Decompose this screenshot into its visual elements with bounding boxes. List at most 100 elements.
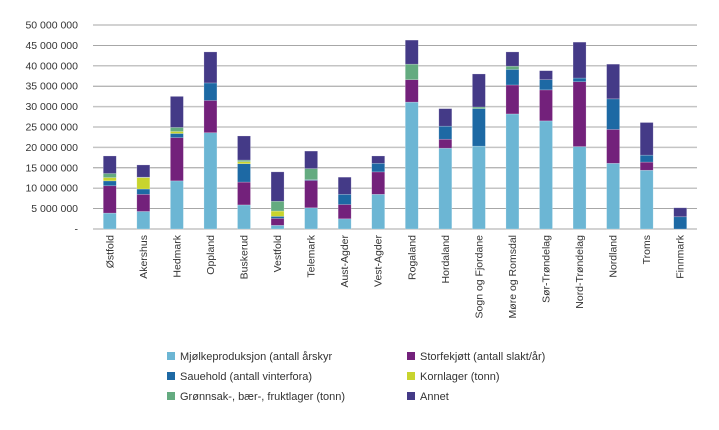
legend-label: Mjølkeproduksjon (antall årskyr (180, 351, 333, 363)
bar-segment-akershus-2 (137, 189, 150, 194)
x-tick-label: Sør-Trøndelag (541, 235, 553, 303)
bar-segment-hedmark-4 (170, 127, 183, 131)
bar-segment-nord-trøndelag-2 (573, 78, 586, 82)
y-tick-label: 40 000 000 (25, 60, 78, 72)
bars (103, 40, 686, 229)
x-tick-label: Nord-Trøndelag (574, 235, 586, 309)
legend-label: Sauehold (antall vinterfora) (180, 371, 312, 383)
x-tick-label: Møre og Romsdal (507, 235, 519, 318)
x-tick-label: Hedmark (171, 234, 183, 277)
bar-segment-buskerud-3 (238, 162, 251, 164)
bar-segment-vestfold-5 (271, 172, 284, 201)
y-tick-label: 15 000 000 (25, 162, 78, 174)
bar-segment-hordaland-0 (439, 148, 452, 229)
bar-segment-vest-agder-5 (372, 156, 385, 163)
x-tick-label: Nordland (608, 235, 620, 278)
bar-segment-hordaland-2 (439, 126, 452, 139)
bar-segment-østfold-4 (103, 174, 116, 178)
bar-segment-rogaland-0 (405, 102, 418, 229)
x-tick-label: Vest-Agder (373, 235, 385, 287)
bar-segment-oppland-0 (204, 133, 217, 229)
bar-segment-aust-agder-0 (338, 219, 351, 229)
bar-segment-nordland-2 (607, 99, 620, 130)
x-tick-label: Akershus (138, 235, 150, 279)
bar-segment-troms-2 (640, 155, 653, 162)
bar-segment-nordland-0 (607, 163, 620, 229)
legend-swatch (407, 372, 415, 380)
x-tick-label: Rogaland (406, 235, 418, 280)
y-tick-label: 5 000 000 (31, 203, 78, 215)
y-tick-label: - (75, 224, 79, 236)
bar-segment-sogn-og-fjordane-5 (472, 74, 485, 107)
bar-segment-telemark-1 (305, 180, 318, 207)
legend-swatch (407, 352, 415, 360)
bar-segment-troms-1 (640, 162, 653, 170)
bar-segment-rogaland-1 (405, 80, 418, 102)
x-tick-label: Hordaland (440, 235, 452, 284)
bar-segment-hedmark-5 (170, 96, 183, 127)
x-tick-label: Østfold (104, 235, 116, 268)
bar-segment-møre-og-romsdal-4 (506, 66, 519, 69)
y-tick-label: 50 000 000 (25, 20, 78, 32)
bar-segment-hedmark-2 (170, 134, 183, 138)
legend-swatch (167, 372, 175, 380)
bar-segment-telemark-0 (305, 208, 318, 229)
bar-segment-akershus-1 (137, 194, 150, 211)
bar-segment-møre-og-romsdal-2 (506, 69, 519, 85)
bar-segment-møre-og-romsdal-5 (506, 52, 519, 66)
x-tick-label: Telemark (306, 234, 318, 277)
bar-segment-akershus-5 (137, 165, 150, 177)
bar-segment-sør-trøndelag-2 (540, 80, 553, 90)
bar-segment-østfold-2 (103, 181, 116, 186)
bar-segment-rogaland-5 (405, 40, 418, 64)
bar-segment-sør-trøndelag-5 (540, 71, 553, 80)
bar-segment-hordaland-5 (439, 109, 452, 127)
y-tick-label: 30 000 000 (25, 101, 78, 113)
x-tick-label: Vestfold (272, 235, 284, 273)
bar-segment-aust-agder-2 (338, 194, 351, 204)
bar-segment-hedmark-1 (170, 138, 183, 181)
x-tick-label: Aust-Agder (339, 235, 351, 288)
x-tick-label: Buskerud (239, 235, 251, 280)
bar-segment-hedmark-0 (170, 181, 183, 229)
bar-segment-nord-trøndelag-1 (573, 82, 586, 147)
legend-swatch (167, 352, 175, 360)
x-tick-label: Finnmark (675, 234, 687, 279)
legend-label: Grønnsak-, bær-, fruktlager (tonn) (180, 391, 345, 403)
bar-segment-sør-trøndelag-1 (540, 90, 553, 121)
bar-segment-troms-0 (640, 170, 653, 229)
bar-segment-hordaland-1 (439, 139, 452, 148)
bar-segment-møre-og-romsdal-0 (506, 114, 519, 229)
bar-segment-østfold-5 (103, 156, 116, 174)
bar-segment-nord-trøndelag-5 (573, 42, 586, 78)
bar-segment-nordland-1 (607, 129, 620, 163)
y-tick-label: 25 000 000 (25, 122, 78, 134)
bar-segment-nord-trøndelag-0 (573, 147, 586, 229)
bar-segment-telemark-4 (305, 169, 318, 180)
bar-segment-buskerud-1 (238, 182, 251, 205)
bar-segment-sogn-og-fjordane-0 (472, 146, 485, 229)
legend: Mjølkeproduksjon (antall årskyr Storfekjø… (167, 351, 545, 403)
y-tick-label: 20 000 000 (25, 142, 78, 154)
bar-segment-aust-agder-5 (338, 177, 351, 194)
bar-segment-sør-trøndelag-0 (540, 121, 553, 229)
bar-segment-vestfold-0 (271, 225, 284, 229)
bar-segment-vest-agder-0 (372, 194, 385, 229)
y-tick-label: 35 000 000 (25, 81, 78, 93)
bar-segment-troms-5 (640, 123, 653, 156)
legend-label: Annet (420, 391, 449, 403)
bar-segment-buskerud-2 (238, 164, 251, 182)
bar-segment-sogn-og-fjordane-2 (472, 109, 485, 147)
bar-segment-hedmark-3 (170, 131, 183, 133)
bar-segment-nordland-5 (607, 64, 620, 99)
bar-segment-aust-agder-1 (338, 205, 351, 219)
legend-swatch (167, 392, 175, 400)
bar-segment-møre-og-romsdal-1 (506, 85, 519, 114)
bar-segment-telemark-5 (305, 151, 318, 169)
legend-label: Storfekjøtt (antall slakt/år) (420, 351, 545, 363)
bar-segment-vest-agder-1 (372, 172, 385, 194)
bar-segment-vestfold-3 (271, 211, 284, 216)
